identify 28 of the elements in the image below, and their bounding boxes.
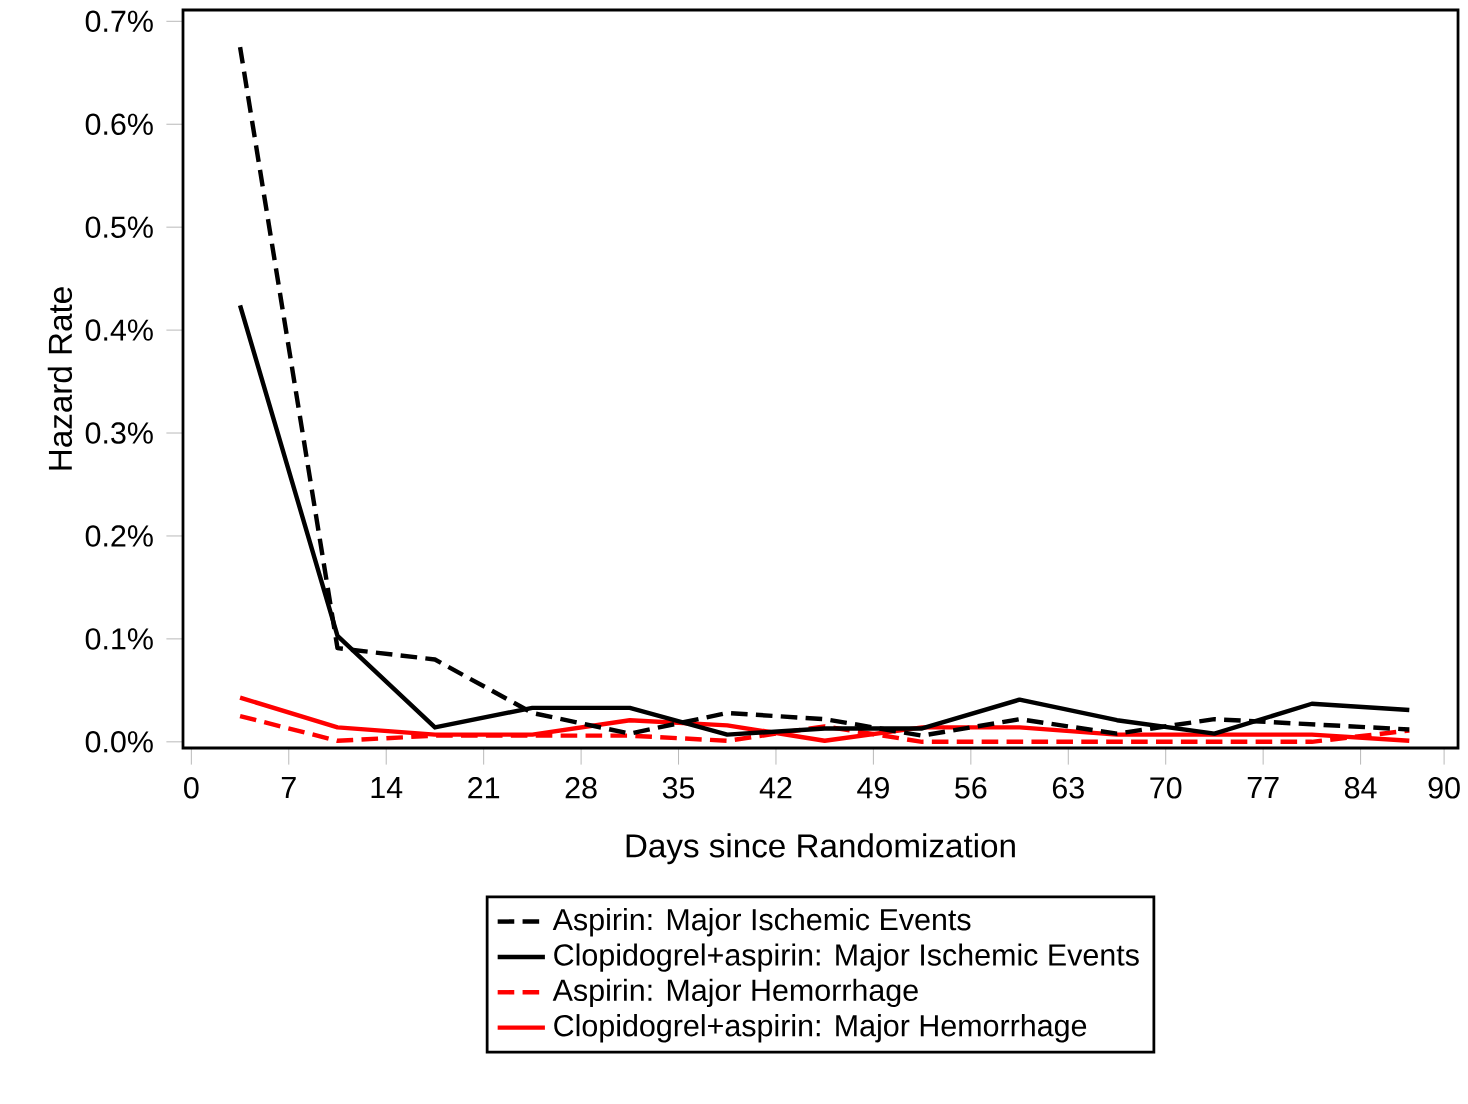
y-tick-label: 0.2% bbox=[85, 525, 153, 547]
x-tick-label: 7 bbox=[281, 777, 296, 798]
y-tick-label: 0.1% bbox=[85, 628, 153, 650]
x-tick-label: 84 bbox=[1344, 777, 1377, 799]
y-tick-label: 0.4% bbox=[85, 319, 153, 341]
x-tick-label: 77 bbox=[1247, 777, 1279, 798]
x-tick-label: 28 bbox=[565, 777, 597, 799]
x-tick-label: 56 bbox=[955, 777, 987, 799]
x-tick-label: 35 bbox=[662, 777, 695, 799]
y-tick-label: 0.0% bbox=[85, 731, 153, 753]
y-tick-label: 0.6% bbox=[85, 113, 153, 136]
legend-label: Clopidogrel+aspirin: Major Hemorrhage bbox=[554, 1014, 1087, 1043]
y-tick-label: 0.3% bbox=[85, 422, 153, 444]
y-axis-title: Hazard Rate bbox=[47, 287, 73, 470]
x-tick-label: 42 bbox=[759, 777, 792, 799]
x-tick-label: 49 bbox=[857, 777, 889, 799]
x-tick-label: 90 bbox=[1428, 777, 1460, 799]
x-axis-title: Days since Randomization bbox=[626, 833, 1015, 865]
x-tick-label: 21 bbox=[468, 777, 500, 799]
x-tick-label: 70 bbox=[1150, 777, 1182, 799]
x-tick-label: 14 bbox=[371, 777, 403, 798]
legend-label: Aspirin: Major Ischemic Events bbox=[552, 908, 971, 937]
legend-label: Aspirin: Major Hemorrhage bbox=[552, 978, 918, 1008]
y-tick-label: 0.7% bbox=[85, 10, 153, 33]
x-tick-label: 63 bbox=[1052, 777, 1084, 799]
legend-label: Clopidogrel+aspirin: Major Ischemic Events bbox=[554, 943, 1139, 972]
y-tick-label: 0.5% bbox=[85, 216, 153, 238]
x-tick-label: 0 bbox=[184, 777, 199, 799]
